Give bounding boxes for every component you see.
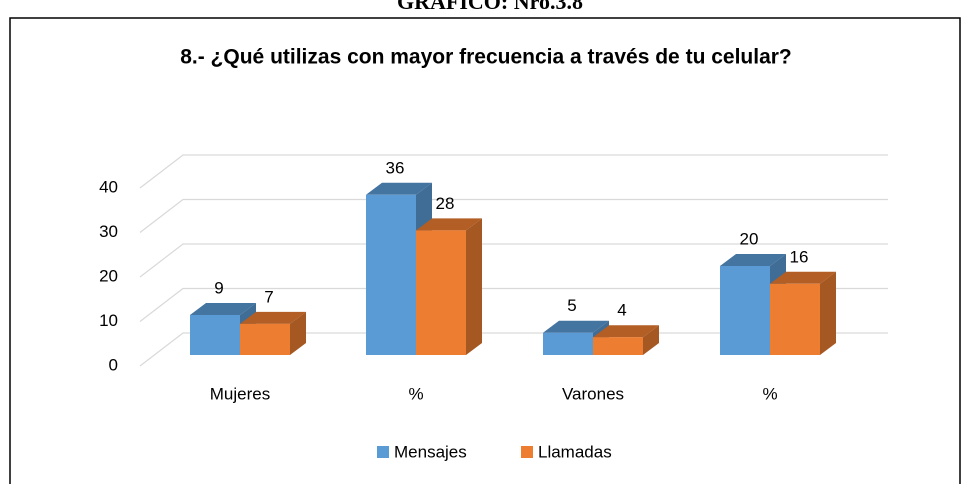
- bar-top: [240, 311, 306, 324]
- bar: [593, 337, 643, 355]
- bar-side: [643, 325, 659, 355]
- data-label: 16: [790, 247, 809, 266]
- y-tick-label: 40: [99, 177, 118, 196]
- bar-top: [720, 254, 786, 266]
- x-tick-label: %: [762, 384, 777, 403]
- bar: [240, 323, 290, 355]
- legend-swatch: [521, 446, 533, 458]
- bar-top: [190, 302, 256, 315]
- grid-line: [139, 198, 888, 233]
- header: GRÁFICO: Nro.3.8: [397, 0, 583, 14]
- y-tick-label: 20: [99, 266, 118, 285]
- bar: [543, 332, 593, 355]
- y-tick-label: 30: [99, 222, 118, 241]
- bar: [190, 314, 240, 355]
- bar-top: [770, 271, 836, 284]
- bar-side: [466, 218, 482, 355]
- y-tick-label: 10: [99, 311, 118, 330]
- bar-top: [416, 218, 482, 231]
- bar: [366, 194, 416, 355]
- data-label: 36: [386, 158, 405, 177]
- bar-side: [820, 271, 836, 355]
- bar: [770, 283, 820, 355]
- data-label: 5: [567, 296, 576, 315]
- data-label: 9: [214, 278, 223, 297]
- data-label: 4: [617, 301, 626, 320]
- bar: [416, 230, 466, 355]
- grid-line: [139, 243, 888, 278]
- chart-title: 8.- ¿Qué utilizas con mayor frecuencia a…: [180, 46, 792, 69]
- bar-top: [366, 182, 432, 195]
- legend-swatch: [377, 446, 389, 458]
- bar: [720, 266, 770, 355]
- bar-top: [593, 325, 659, 338]
- x-tick-label: Varones: [562, 384, 624, 403]
- grid-line: [139, 154, 888, 189]
- data-label: 28: [436, 194, 455, 213]
- x-tick-label: Mujeres: [210, 384, 270, 403]
- grid-line: [139, 287, 888, 322]
- bar-side: [290, 311, 306, 355]
- y-tick-label: 0: [109, 355, 118, 374]
- legend-label: Llamadas: [538, 442, 612, 461]
- legend-label: Mensajes: [394, 442, 467, 461]
- x-tick-label: %: [408, 384, 423, 403]
- bar-top: [543, 320, 609, 333]
- data-label: 7: [264, 287, 273, 306]
- chart-frame: [9, 17, 961, 484]
- data-label: 20: [740, 229, 759, 248]
